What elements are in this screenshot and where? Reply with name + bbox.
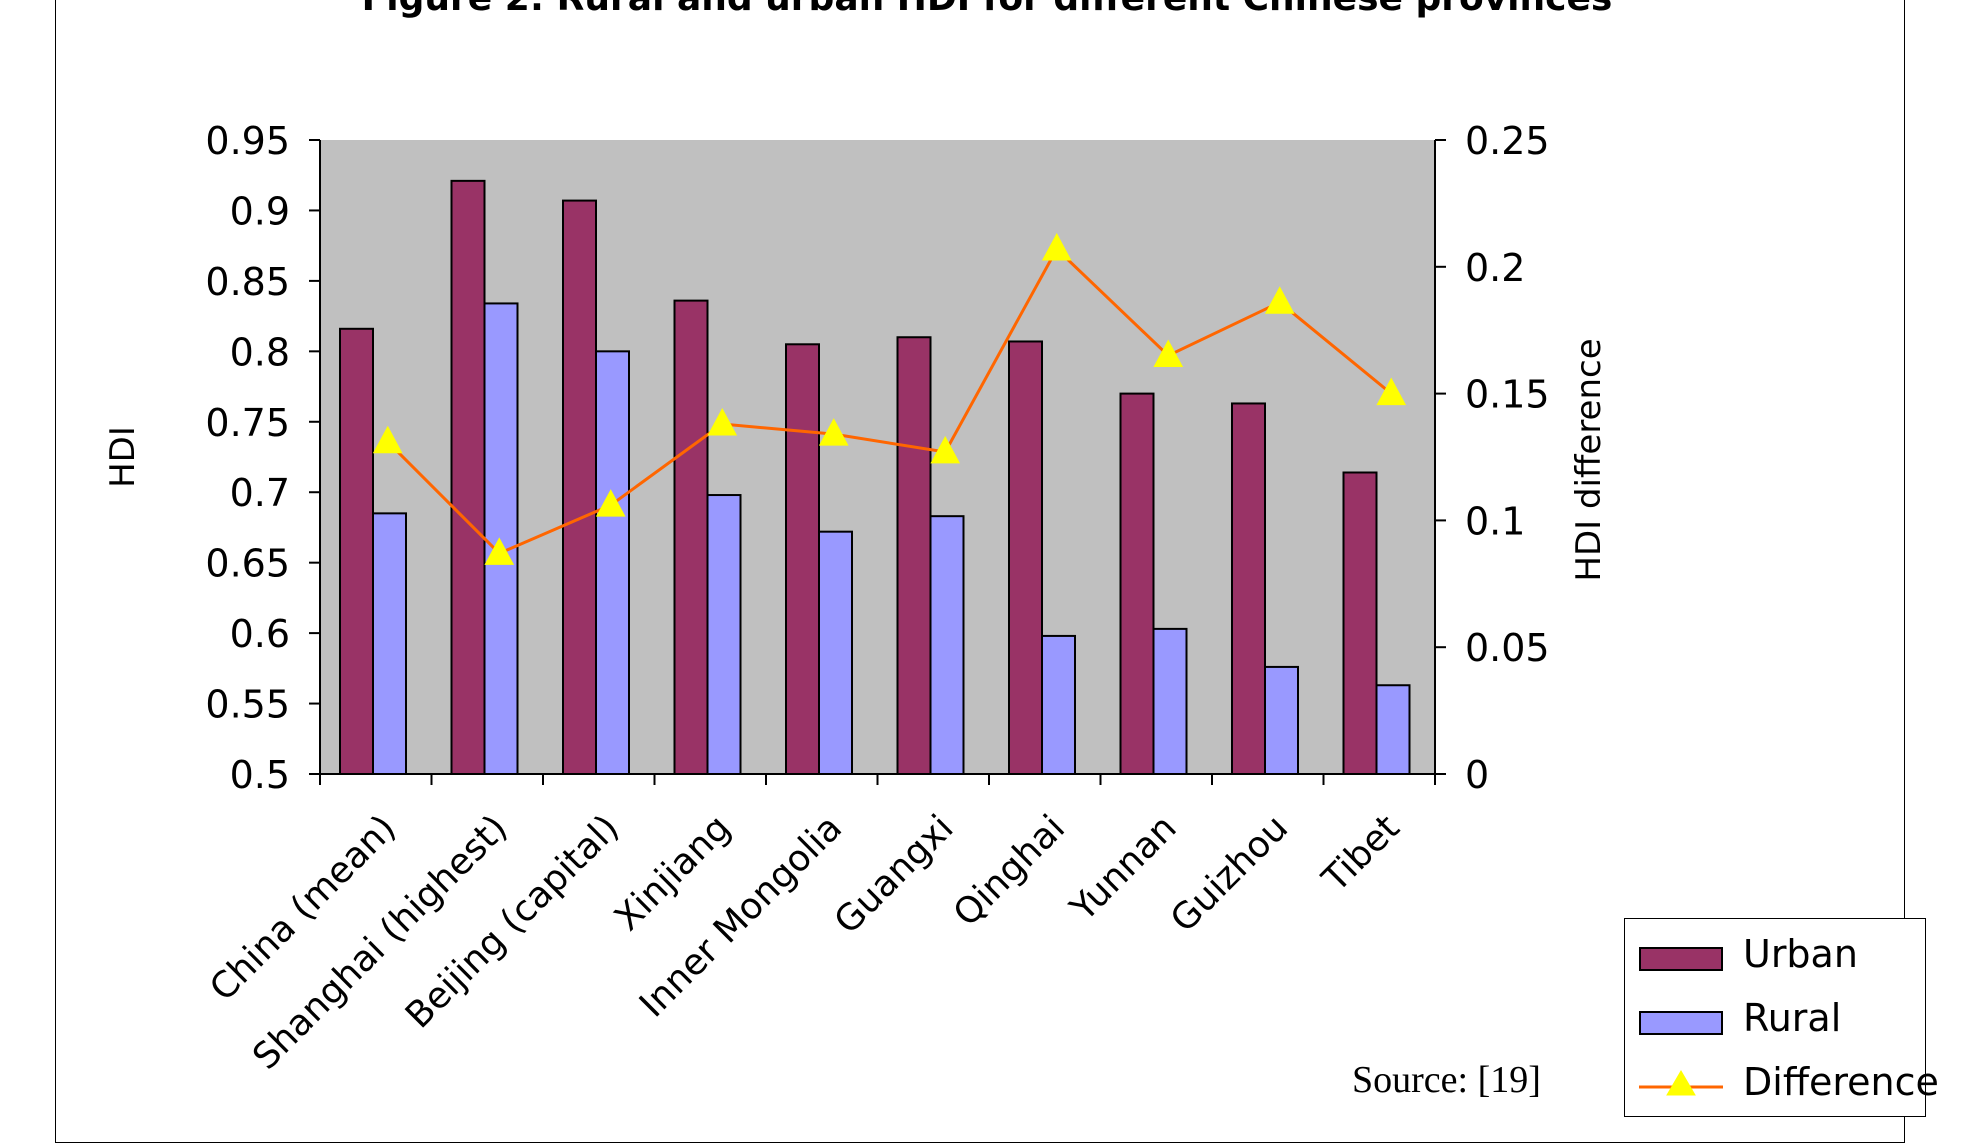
legend-item-difference: Difference — [1639, 1057, 1919, 1107]
x-tick-label: Inner Mongolia — [632, 807, 850, 1025]
y-tick-label-right: 0 — [1465, 753, 1489, 797]
bar-rural — [485, 303, 518, 774]
bar-rural — [1265, 667, 1298, 774]
legend-swatch-rural — [1639, 1011, 1723, 1035]
legend-label-urban: Urban — [1743, 929, 1858, 979]
bar-rural — [708, 495, 741, 774]
y-tick-label-left: 0.85 — [205, 260, 290, 304]
bar-urban — [452, 181, 485, 774]
y-tick-label-right: 0.05 — [1465, 626, 1550, 670]
bar-urban — [675, 301, 708, 774]
bar-rural — [819, 532, 852, 774]
y-tick-label-left: 0.9 — [230, 189, 290, 233]
legend-swatch-urban — [1639, 947, 1723, 971]
legend-item-rural: Rural — [1639, 993, 1919, 1043]
x-tick-label: Guizhou — [1163, 807, 1296, 940]
legend-label-difference: Difference — [1743, 1057, 1939, 1107]
bar-rural — [1377, 685, 1410, 774]
y-tick-label-right: 0.25 — [1465, 119, 1550, 163]
x-tick-label: China (mean) — [202, 807, 404, 1009]
y-tick-label-left: 0.55 — [205, 683, 290, 727]
x-tick-label: Guangxi — [827, 807, 962, 942]
bar-urban — [1121, 394, 1154, 774]
y-tick-label-left: 0.7 — [230, 471, 290, 515]
x-tick-label: Tibet — [1314, 807, 1407, 900]
bar-urban — [898, 337, 931, 774]
bar-rural — [373, 513, 406, 774]
y-tick-label-left: 0.65 — [205, 542, 290, 586]
legend-label-rural: Rural — [1743, 993, 1841, 1043]
bar-urban — [1344, 472, 1377, 774]
y-tick-label-left: 0.95 — [205, 119, 290, 163]
y-tick-label-left: 0.5 — [230, 753, 290, 797]
y-tick-label-right: 0.1 — [1465, 499, 1525, 543]
y-tick-label-left: 0.75 — [205, 401, 290, 445]
y-tick-label-right: 0.15 — [1465, 373, 1550, 417]
y-tick-label-left: 0.8 — [230, 330, 290, 374]
y-axis-title-left: HDI — [103, 426, 143, 488]
x-tick-label: Beijing (capital) — [398, 807, 627, 1036]
chart-legend: Urban Rural Difference — [1624, 918, 1926, 1117]
bar-rural — [931, 516, 964, 774]
legend-item-urban: Urban — [1639, 929, 1919, 979]
y-tick-label-right: 0.2 — [1465, 246, 1525, 290]
bar-rural — [1042, 636, 1075, 774]
bar-rural — [596, 351, 629, 774]
y-axis-title-right: HDI difference — [1569, 338, 1609, 581]
y-tick-label-left: 0.6 — [230, 612, 290, 656]
bar-urban — [786, 344, 819, 774]
bar-urban — [563, 201, 596, 774]
legend-swatch-difference — [1639, 1057, 1729, 1107]
bar-urban — [1009, 341, 1042, 774]
bar-urban — [1232, 403, 1265, 774]
source-note: Source: [19] — [1352, 1058, 1541, 1102]
bar-rural — [1154, 629, 1187, 774]
bar-urban — [340, 329, 373, 774]
x-tick-label: Qinghai — [946, 807, 1073, 934]
